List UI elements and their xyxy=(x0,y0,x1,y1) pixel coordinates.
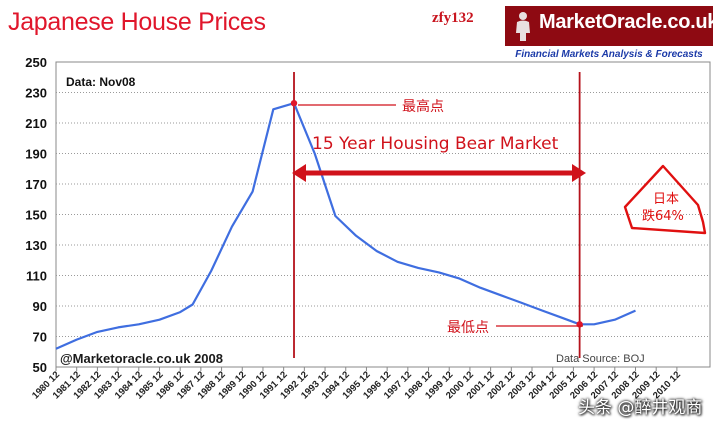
watermark: 头条 @醉井观商 xyxy=(578,398,703,418)
y-tick-label: 70 xyxy=(33,330,47,345)
y-tick-label: 150 xyxy=(25,208,47,223)
y-tick-label: 210 xyxy=(25,116,47,131)
data-date-label: Data: Nov08 xyxy=(66,75,136,89)
chart-title: Japanese House Prices xyxy=(8,8,266,36)
bear-market-arrow xyxy=(292,164,586,182)
logo-tagline: Financial Markets Analysis & Forecasts xyxy=(515,49,703,60)
bear-market-label: 15 Year Housing Bear Market xyxy=(312,134,559,154)
y-tick-label: 90 xyxy=(33,299,47,314)
trough-label: 最低点 xyxy=(447,320,489,336)
source-label: Data Source: BOJ xyxy=(556,353,645,365)
y-tick-label: 170 xyxy=(25,177,47,192)
y-tick-label: 230 xyxy=(25,86,47,101)
vertical-markers xyxy=(293,72,581,358)
peak-label: 最高点 xyxy=(402,98,444,115)
y-tick-label: 130 xyxy=(25,238,47,253)
series xyxy=(55,102,636,350)
y-tick-label: 110 xyxy=(26,269,47,284)
y-tick-label: 250 xyxy=(25,55,47,70)
y-axis: 50 70 90 110 130 150 170 190 210 230 250 xyxy=(25,55,47,375)
logo-bar xyxy=(505,6,713,46)
decline-stamp: 日本 跌64% xyxy=(623,164,707,235)
series-line-house-prices xyxy=(55,102,636,350)
y-tick-label: 190 xyxy=(25,147,47,162)
logo-name: MarketOracle.co.uk xyxy=(539,11,719,33)
grid-lines xyxy=(56,92,710,337)
stamp-line2: 跌64% xyxy=(642,208,684,224)
data-point-marker xyxy=(290,99,298,107)
thinker-icon xyxy=(516,12,530,41)
user-tag: zfy132 xyxy=(432,10,474,26)
y-tick-label: 50 xyxy=(33,360,47,375)
marketoracle-logo: MarketOracle.co.uk Financial Markets Ana… xyxy=(505,6,718,64)
stamp-line1: 日本 xyxy=(653,192,679,207)
credit-label: @Marketoracle.co.uk 2008 xyxy=(60,351,223,366)
